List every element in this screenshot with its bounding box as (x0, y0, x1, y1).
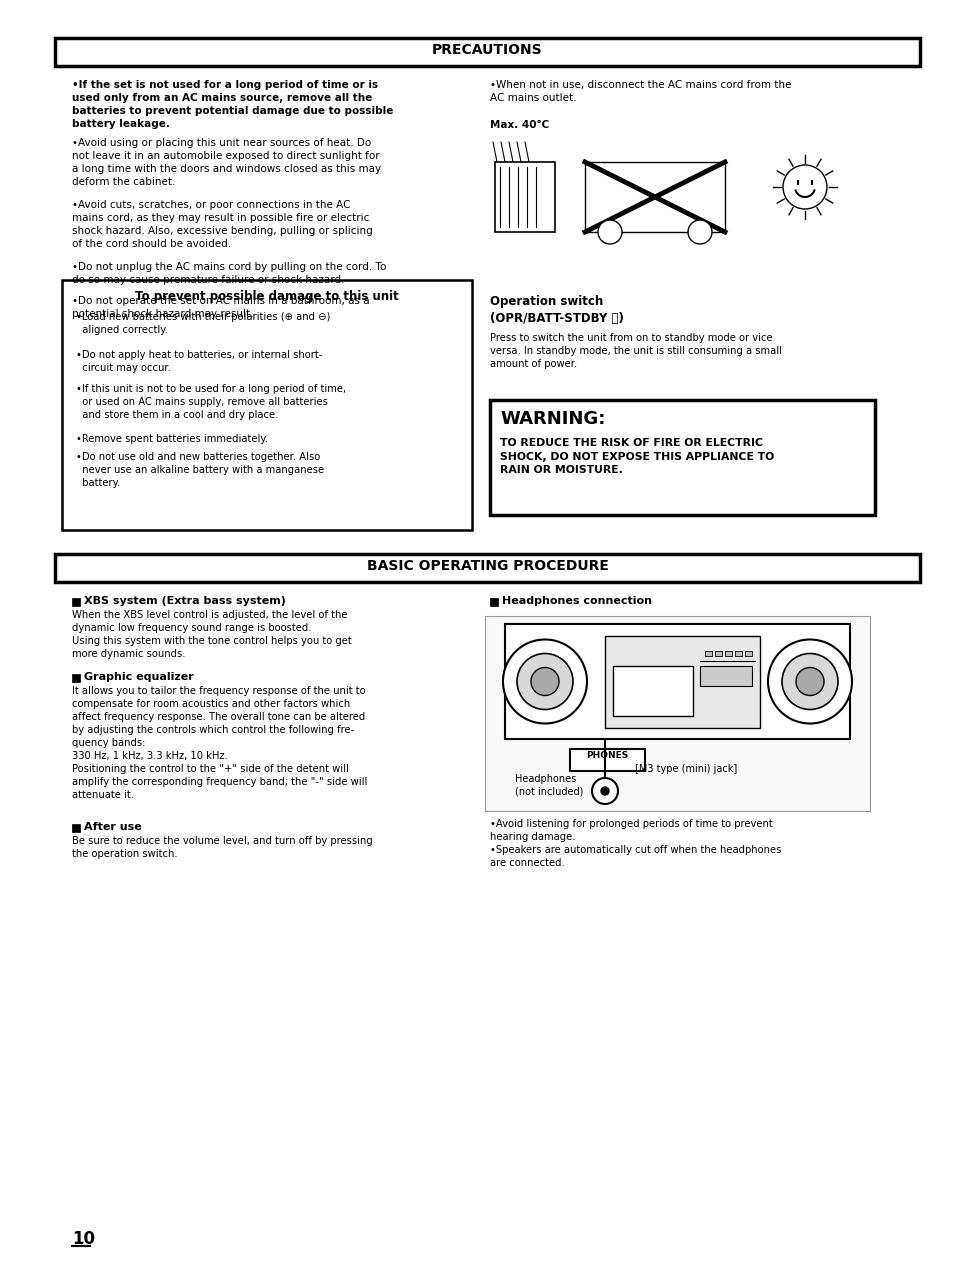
Text: 10: 10 (71, 1230, 95, 1248)
Text: XBS system (Extra bass system): XBS system (Extra bass system) (84, 596, 286, 606)
Circle shape (795, 667, 823, 696)
Circle shape (767, 639, 851, 724)
Text: •When not in use, disconnect the AC mains cord from the
AC mains outlet.: •When not in use, disconnect the AC main… (490, 79, 791, 102)
Text: Press to switch the unit from on to standby mode or vice
versa. In standby mode,: Press to switch the unit from on to stan… (490, 333, 781, 369)
Text: [M3 type (mini) jack]: [M3 type (mini) jack] (635, 763, 737, 774)
Text: (OPR/BATT-STDBY ⏻): (OPR/BATT-STDBY ⏻) (490, 313, 623, 325)
Bar (484, 616, 869, 811)
Text: Be sure to reduce the volume level, and turn off by pressing
the operation switc: Be sure to reduce the volume level, and … (71, 836, 373, 860)
Text: Max. 40°C: Max. 40°C (490, 120, 549, 129)
Text: •Do not operate the set on AC mains in a bathroom, as a
potential shock hazard m: •Do not operate the set on AC mains in a… (71, 296, 369, 319)
Circle shape (598, 220, 621, 243)
Text: Headphones connection: Headphones connection (501, 596, 651, 606)
Text: TO REDUCE THE RISK OF FIRE OR ELECTRIC
SHOCK, DO NOT EXPOSE THIS APPLIANCE TO
RA: TO REDUCE THE RISK OF FIRE OR ELECTRIC S… (499, 438, 774, 475)
Text: •Do not apply heat to batteries, or internal short-
  circuit may occur.: •Do not apply heat to batteries, or inte… (76, 350, 322, 373)
Bar (71, 824, 80, 831)
Text: PRECAUTIONS: PRECAUTIONS (432, 44, 542, 56)
Bar (724, 651, 731, 656)
Bar (613, 666, 692, 716)
Bar (71, 674, 80, 681)
Bar (55, 38, 919, 67)
Circle shape (592, 778, 618, 804)
Text: When the XBS level control is adjusted, the level of the
dynamic low frequency s: When the XBS level control is adjusted, … (71, 610, 352, 660)
Text: •Avoid listening for prolonged periods of time to prevent
hearing damage.
•Speak: •Avoid listening for prolonged periods o… (490, 819, 781, 869)
Text: •Avoid using or placing this unit near sources of heat. Do
not leave it in an au: •Avoid using or placing this unit near s… (71, 138, 381, 187)
Text: Operation switch: Operation switch (490, 295, 602, 307)
Bar (704, 651, 711, 656)
Bar (495, 161, 555, 232)
Circle shape (531, 667, 558, 696)
Text: •Avoid cuts, scratches, or poor connections in the AC
mains cord, as they may re: •Avoid cuts, scratches, or poor connecti… (71, 200, 373, 249)
Text: •Load new batteries with their polarities (⊕ and ⊖)
  aligned correctly.: •Load new batteries with their polaritie… (76, 313, 330, 334)
Bar (71, 598, 80, 606)
Bar (55, 553, 919, 582)
Text: Headphones
(not included): Headphones (not included) (515, 774, 583, 797)
Text: BASIC OPERATING PROCEDURE: BASIC OPERATING PROCEDURE (366, 559, 608, 573)
Bar (490, 598, 497, 606)
Circle shape (517, 653, 573, 710)
Circle shape (781, 653, 837, 710)
Bar (700, 666, 751, 687)
Circle shape (502, 639, 586, 724)
Circle shape (782, 165, 826, 209)
Text: •If this unit is not to be used for a long period of time,
  or used on AC mains: •If this unit is not to be used for a lo… (76, 384, 346, 420)
Bar (744, 651, 751, 656)
Bar (504, 624, 849, 739)
Text: •Do not unplug the AC mains cord by pulling on the cord. To
do so may cause prem: •Do not unplug the AC mains cord by pull… (71, 263, 386, 286)
Bar (490, 400, 874, 515)
Bar (604, 635, 760, 728)
Text: WARNING:: WARNING: (499, 410, 605, 428)
Text: •Remove spent batteries immediately.: •Remove spent batteries immediately. (76, 434, 268, 445)
Circle shape (600, 787, 608, 796)
Bar (734, 651, 741, 656)
Text: To prevent possible damage to this unit: To prevent possible damage to this unit (135, 290, 398, 304)
Text: It allows you to tailor the frequency response of the unit to
compensate for roo: It allows you to tailor the frequency re… (71, 687, 367, 801)
Circle shape (687, 220, 711, 243)
Text: After use: After use (84, 822, 142, 831)
Bar (569, 749, 644, 771)
Text: PHONES: PHONES (585, 751, 627, 760)
Bar (62, 281, 472, 530)
Bar (714, 651, 721, 656)
Text: •Do not use old and new batteries together. Also
  never use an alkaline battery: •Do not use old and new batteries togeth… (76, 452, 324, 488)
Text: Graphic equalizer: Graphic equalizer (84, 673, 193, 681)
Text: •If the set is not used for a long period of time or is
used only from an AC mai: •If the set is not used for a long perio… (71, 79, 393, 129)
